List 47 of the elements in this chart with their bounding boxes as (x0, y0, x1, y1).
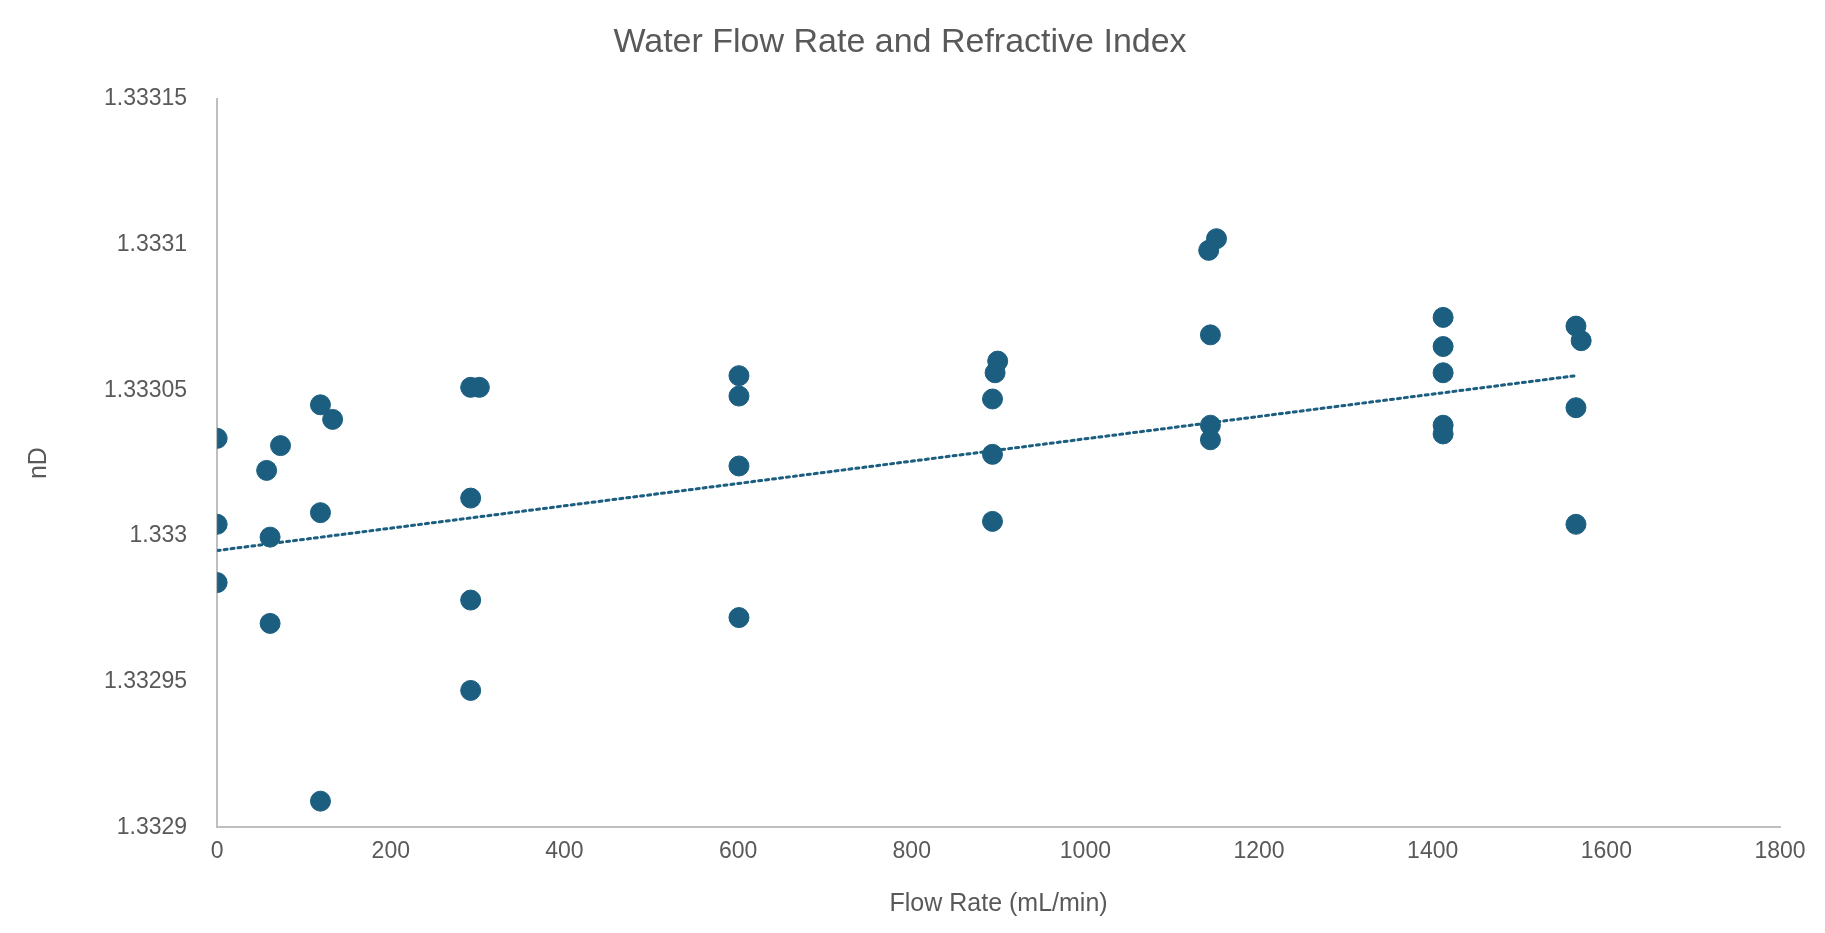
point (1206, 228, 1227, 250)
point (728, 385, 750, 407)
point (460, 487, 482, 509)
point (1432, 306, 1454, 328)
point (256, 459, 278, 481)
point (270, 435, 292, 457)
x-axis-title: Flow Rate (mL/min) (889, 887, 1108, 916)
point (728, 365, 750, 387)
x-tick-label: 1600 (1580, 836, 1632, 863)
x-tick-label: 400 (545, 836, 584, 863)
y-tick-label: 1.3331 (116, 229, 188, 256)
y-tick-label: 1.33315 (104, 84, 188, 111)
point (1570, 330, 1592, 352)
point (309, 394, 331, 416)
point (309, 502, 331, 524)
y-tick-label: 1.33295 (104, 667, 188, 694)
x-tick-label: 600 (718, 836, 758, 863)
x-tick-label: 200 (371, 836, 410, 863)
point (460, 679, 482, 701)
point (728, 607, 750, 629)
point (309, 790, 331, 812)
y-axis-title: nD (22, 447, 51, 480)
y-tick-label: 1.3329 (116, 812, 188, 839)
point (460, 589, 482, 611)
x-tick-label: 1800 (1754, 836, 1806, 863)
point (981, 443, 1003, 465)
y-tick-label: 1.333 (129, 521, 188, 548)
point (981, 510, 1003, 532)
point (322, 408, 344, 430)
chart-title: Water Flow Rate and Refractive Index (613, 20, 1187, 59)
x-tick-label: 1000 (1059, 836, 1111, 863)
point (1199, 429, 1221, 451)
point (1432, 362, 1454, 384)
x-tick-label: 0 (210, 836, 224, 863)
y-tick-label: 1.33305 (104, 375, 188, 402)
point (1199, 324, 1221, 346)
point (259, 612, 281, 634)
x-tick-label: 800 (892, 836, 931, 863)
x-tick-label: 1200 (1233, 836, 1285, 863)
point (981, 388, 1003, 410)
point (259, 526, 281, 548)
point (728, 455, 750, 477)
x-tick-label: 1400 (1407, 836, 1459, 863)
point (1565, 397, 1587, 419)
point (987, 350, 1009, 372)
point (1565, 513, 1587, 535)
point (1432, 336, 1454, 358)
